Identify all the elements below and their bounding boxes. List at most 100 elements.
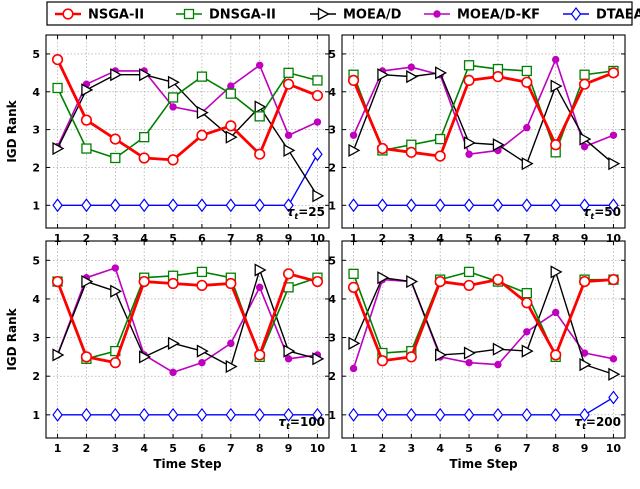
- data-point: [81, 83, 94, 97]
- data-point: [348, 143, 361, 158]
- data-point: [579, 358, 592, 372]
- x-tick-label: 2: [83, 232, 91, 245]
- tau-annotation: τt=200: [574, 415, 621, 431]
- series-moea-d: [52, 68, 325, 203]
- data-point: [463, 407, 475, 422]
- data-point: [349, 131, 358, 139]
- x-tick-label: 5: [465, 442, 473, 455]
- y-tick-label: 2: [32, 370, 40, 383]
- y-tick-label: 1: [328, 199, 336, 212]
- y-tick-label: 3: [328, 332, 336, 345]
- data-point: [492, 138, 505, 152]
- x-tick-label: 3: [407, 232, 415, 245]
- data-point: [111, 264, 120, 272]
- data-point: [348, 336, 361, 350]
- data-point: [523, 328, 531, 336]
- x-tick-label: 9: [581, 232, 589, 245]
- y-tick-label: 2: [32, 161, 40, 174]
- data-point: [225, 88, 236, 99]
- legend-label: MOEA/D: [343, 8, 402, 23]
- x-tick-label: 5: [465, 232, 473, 245]
- data-point: [254, 100, 267, 114]
- plot-frame: [341, 240, 626, 439]
- series-line: [56, 64, 318, 147]
- data-point: [227, 82, 235, 90]
- data-point: [377, 407, 388, 422]
- legend-box: [46, 1, 633, 26]
- data-point: [282, 78, 295, 90]
- y-tick-label: 1: [328, 409, 336, 422]
- x-tick-label: 8: [256, 232, 264, 245]
- data-point: [463, 198, 475, 213]
- data-point: [521, 344, 534, 358]
- data-point: [609, 131, 618, 139]
- data-point: [492, 198, 504, 213]
- data-point: [405, 146, 417, 158]
- data-point: [110, 198, 121, 213]
- x-tick-label: 6: [494, 442, 502, 455]
- legend-entry: DNSGA-II: [176, 8, 276, 23]
- ticks: 1 2 3 4 5 6 7 8 9 10 1 2 3 4 5: [32, 241, 329, 455]
- x-tick-label: 7: [523, 232, 531, 245]
- data-point: [521, 65, 532, 77]
- y-tick-label: 2: [328, 370, 336, 383]
- grid: [342, 35, 625, 228]
- series-nsga-ii: [51, 268, 324, 369]
- data-point: [580, 142, 589, 151]
- data-point: [608, 390, 619, 405]
- data-point: [579, 407, 590, 422]
- grid: [46, 241, 329, 438]
- data-point: [347, 74, 360, 87]
- data-point: [377, 68, 390, 82]
- x-tick-label: 10: [310, 442, 326, 455]
- x-tick-label: 5: [169, 442, 177, 455]
- y-tick-label: 4: [328, 293, 336, 306]
- y-tick-label: 1: [32, 409, 40, 422]
- data-point: [80, 114, 93, 126]
- x-tick-label: 2: [379, 232, 387, 245]
- data-point: [196, 129, 208, 141]
- x-tick-label: 6: [198, 232, 206, 245]
- legend-label: NSGA-II: [88, 8, 144, 23]
- data-point: [81, 274, 94, 289]
- x-tick-label: 1: [54, 442, 62, 455]
- data-point: [110, 68, 123, 82]
- ticks: 1 2 3 4 5 6 7 8 9 10 1 2 3 4 5: [328, 241, 625, 455]
- data-point: [80, 351, 93, 363]
- x-tick-label: 4: [436, 232, 444, 245]
- y-tick-label: 5: [328, 254, 336, 267]
- data-point: [551, 55, 560, 64]
- data-point: [284, 355, 293, 363]
- y-tick-label: 5: [328, 48, 336, 61]
- data-point: [608, 157, 621, 171]
- data-point: [255, 283, 264, 292]
- tau-annotation: τt=25: [287, 205, 325, 221]
- data-point: [434, 150, 446, 162]
- x-tick-label: 1: [350, 232, 358, 245]
- data-point: [492, 407, 504, 422]
- data-point: [312, 189, 325, 203]
- data-point: [551, 308, 560, 317]
- y-tick-label: 3: [32, 124, 40, 137]
- series-dtaea: [348, 198, 619, 213]
- legend: NSGA-II DNSGA-II MOEA/D MOEA/D-KF DTAEA: [46, 1, 640, 26]
- data-point: [579, 132, 592, 146]
- data-point: [463, 74, 475, 87]
- data-point: [225, 120, 237, 132]
- data-point: [81, 407, 92, 422]
- data-point: [465, 150, 473, 158]
- data-point: [312, 147, 323, 162]
- data-point: [284, 131, 293, 139]
- series-moea-d-kf: [349, 55, 618, 158]
- data-point: [406, 198, 417, 213]
- data-point: [434, 198, 446, 213]
- data-point: [139, 132, 150, 143]
- data-point: [110, 152, 121, 164]
- data-point: [254, 263, 267, 277]
- series-line: [353, 396, 614, 416]
- x-tick-label: 4: [140, 442, 148, 455]
- series-moea-d: [348, 66, 621, 171]
- x-tick-label: 4: [436, 442, 444, 455]
- y-axis-label: IGD Rank: [5, 307, 19, 370]
- data-point: [138, 275, 150, 288]
